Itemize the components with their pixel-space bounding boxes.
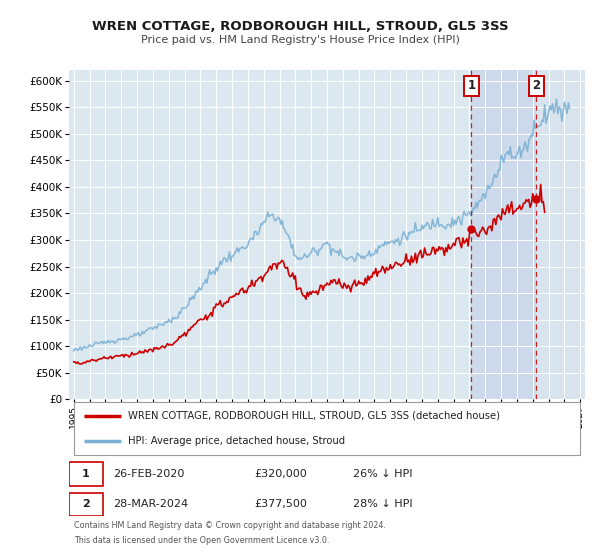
- Text: 2: 2: [532, 80, 541, 92]
- Text: 1: 1: [82, 469, 89, 479]
- Text: WREN COTTAGE, RODBOROUGH HILL, STROUD, GL5 3SS (detached house): WREN COTTAGE, RODBOROUGH HILL, STROUD, G…: [128, 410, 500, 421]
- Text: 28-MAR-2024: 28-MAR-2024: [113, 500, 188, 509]
- FancyBboxPatch shape: [69, 493, 103, 516]
- Text: 26% ↓ HPI: 26% ↓ HPI: [353, 469, 412, 479]
- Bar: [536, 70, 585, 399]
- Text: 2: 2: [82, 500, 89, 509]
- Text: Contains HM Land Registry data © Crown copyright and database right 2024.: Contains HM Land Registry data © Crown c…: [74, 521, 386, 530]
- Text: WREN COTTAGE, RODBOROUGH HILL, STROUD, GL5 3SS: WREN COTTAGE, RODBOROUGH HILL, STROUD, G…: [92, 20, 508, 32]
- Bar: [472, 70, 536, 399]
- Text: This data is licensed under the Open Government Licence v3.0.: This data is licensed under the Open Gov…: [74, 535, 329, 544]
- Text: 1: 1: [467, 80, 475, 92]
- FancyBboxPatch shape: [74, 402, 580, 455]
- Text: Price paid vs. HM Land Registry's House Price Index (HPI): Price paid vs. HM Land Registry's House …: [140, 35, 460, 45]
- FancyBboxPatch shape: [69, 462, 103, 486]
- Text: 28% ↓ HPI: 28% ↓ HPI: [353, 500, 412, 509]
- Text: 26-FEB-2020: 26-FEB-2020: [113, 469, 184, 479]
- Text: HPI: Average price, detached house, Stroud: HPI: Average price, detached house, Stro…: [128, 436, 346, 446]
- Text: £320,000: £320,000: [255, 469, 308, 479]
- Text: £377,500: £377,500: [255, 500, 308, 509]
